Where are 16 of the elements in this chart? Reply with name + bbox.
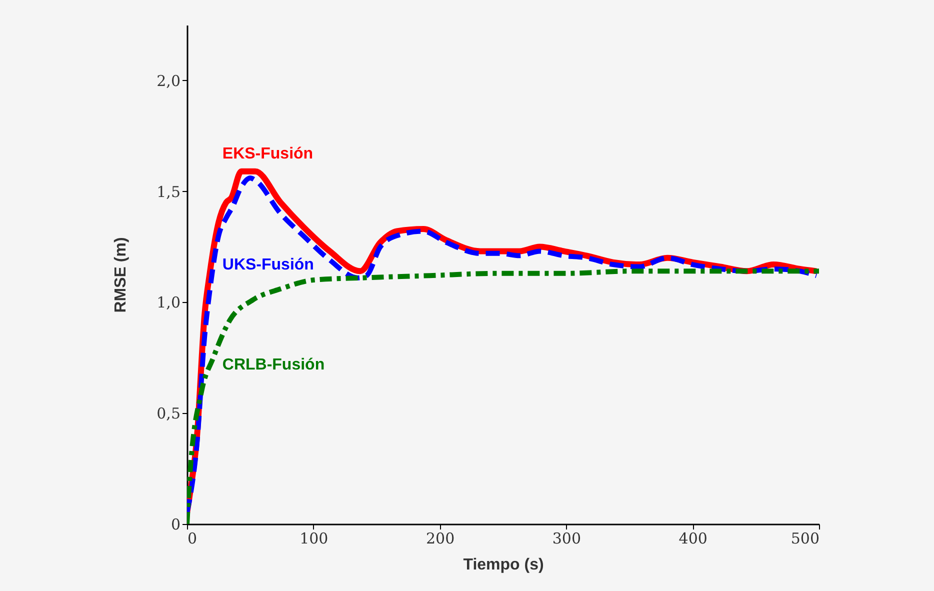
y-tick-label: 1,5 bbox=[156, 182, 180, 201]
x-tick-label: 0 bbox=[188, 530, 198, 548]
y-tick-label: 2,0 bbox=[156, 72, 180, 90]
x-tick-label: 100 bbox=[300, 530, 328, 548]
x-tick-label: 300 bbox=[552, 530, 582, 548]
y-tick-label: 0,5 bbox=[156, 404, 180, 423]
x-tick-label: 200 bbox=[426, 530, 455, 548]
series-label: UKS-Fusión bbox=[222, 256, 314, 274]
y-tick-label: 0 bbox=[170, 516, 180, 534]
series-label: CRLB-Fusión bbox=[222, 356, 325, 374]
x-tick-label: 400 bbox=[678, 530, 708, 548]
x-tick-label: 500 bbox=[790, 530, 820, 548]
x-axis-title: Tiempo (s) bbox=[463, 556, 544, 574]
series-label: EKS-Fusión bbox=[222, 146, 314, 163]
y-tick-label: 1,0 bbox=[156, 294, 180, 312]
y-axis-title: RMSE (m) bbox=[112, 237, 130, 313]
